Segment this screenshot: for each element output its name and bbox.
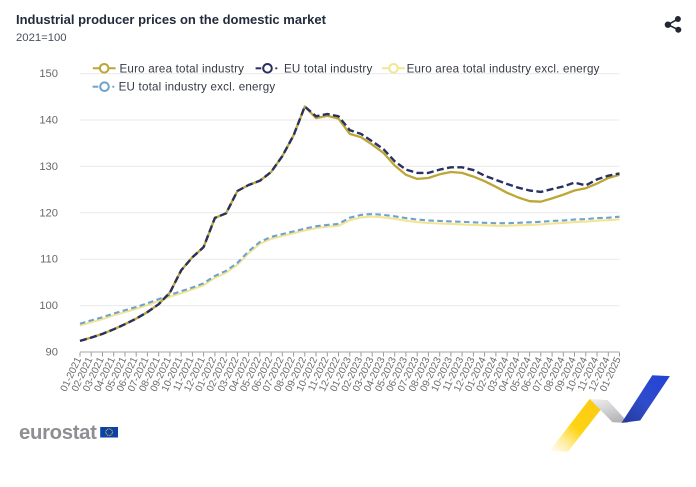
svg-text:90: 90 <box>46 347 58 359</box>
svg-text:100: 100 <box>39 300 58 312</box>
svg-text:130: 130 <box>39 161 58 173</box>
svg-text:Euro area total industry excl.: Euro area total industry excl. energy <box>407 62 600 75</box>
svg-text:140: 140 <box>39 115 58 127</box>
svg-text:Euro area total industry: Euro area total industry <box>120 62 245 75</box>
svg-text:150: 150 <box>39 68 58 80</box>
svg-text:eurostat: eurostat <box>19 422 97 444</box>
svg-text:EU total industry excl. energy: EU total industry excl. energy <box>119 81 276 94</box>
svg-text:EU total industry: EU total industry <box>284 62 372 75</box>
svg-text:110: 110 <box>40 254 58 266</box>
svg-text:120: 120 <box>39 207 58 219</box>
